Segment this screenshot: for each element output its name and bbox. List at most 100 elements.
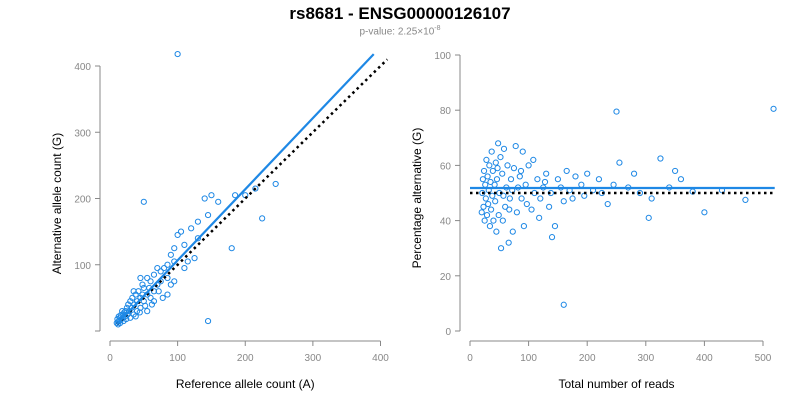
data-point [139, 281, 146, 288]
data-point [506, 206, 513, 213]
data-point [480, 167, 488, 175]
data-point [493, 176, 501, 183]
data-point [164, 261, 171, 268]
x-tick-label: 500 [755, 353, 772, 364]
x-tick-label: 200 [237, 353, 254, 364]
y-axis-title: Percentage alternative (G) [410, 128, 424, 269]
data-point [505, 239, 512, 246]
data-point [770, 105, 777, 112]
y-tick-label: 0 [445, 327, 451, 338]
data-point [523, 200, 530, 208]
data-point [497, 154, 504, 161]
data-point [548, 234, 556, 241]
data-point [672, 167, 679, 175]
data-point [604, 200, 611, 208]
data-point [140, 198, 147, 205]
data-point [114, 315, 121, 323]
data-point [500, 145, 508, 152]
data-point [657, 155, 664, 162]
data-point [522, 181, 529, 188]
data-point [148, 301, 156, 308]
data-point [483, 156, 490, 163]
data-point [486, 223, 494, 230]
data-point [194, 218, 202, 225]
data-point [144, 308, 151, 315]
data-point [487, 178, 494, 186]
data-point [154, 264, 161, 272]
data-point [483, 211, 491, 219]
x-axis-title: Total number of reads [558, 377, 674, 391]
x-tick-label: 400 [372, 353, 389, 364]
data-point [132, 313, 139, 320]
data-point [259, 215, 266, 222]
data-point [130, 288, 137, 295]
subtitle-text: p-value: 2.25×10 [359, 26, 435, 38]
data-point [191, 255, 198, 262]
data-point [157, 268, 164, 275]
data-point [272, 180, 279, 188]
data-point [142, 302, 149, 309]
data-point [204, 211, 212, 219]
data-point [569, 195, 576, 202]
y-tick-label: 200 [74, 195, 91, 206]
data-point [572, 173, 579, 180]
data-point [578, 181, 585, 188]
data-point [520, 223, 528, 230]
data-point [610, 181, 617, 188]
data-point [595, 176, 603, 183]
data-point [502, 203, 509, 210]
data-point [546, 203, 553, 210]
data-point [482, 195, 489, 202]
data-point [493, 228, 500, 235]
data-point [204, 317, 212, 325]
data-point [478, 209, 485, 216]
y-tick-label: 80 [440, 106, 452, 117]
data-point [489, 167, 496, 175]
data-point [516, 173, 523, 180]
chart-title: rs8681 - ENSG00000126107 [289, 4, 511, 23]
y-tick-label: 400 [74, 62, 91, 73]
data-point [181, 241, 188, 248]
subtitle-exponent: -8 [434, 25, 441, 32]
x-tick-label: 0 [107, 353, 113, 364]
data-point [490, 217, 497, 224]
data-point [232, 192, 239, 199]
x-tick-label: 300 [305, 353, 322, 364]
data-point [636, 189, 644, 197]
data-point [494, 165, 501, 172]
x-tick-label: 400 [696, 353, 713, 364]
data-point [480, 203, 487, 210]
reference-line [115, 58, 389, 326]
data-point [174, 231, 181, 239]
data-point [485, 200, 492, 208]
data-point [125, 301, 132, 308]
data-point [499, 170, 506, 177]
data-point [215, 198, 222, 205]
data-point [119, 308, 126, 315]
y-tick-label: 300 [74, 128, 91, 139]
data-point [495, 140, 502, 147]
data-point [519, 148, 526, 155]
data-point [530, 156, 537, 163]
x-tick-label: 200 [579, 353, 596, 364]
data-point [645, 214, 652, 221]
plot-panel-2: 0 100 200 300 400 500 0 20 40 60 80 100 Total number… [410, 51, 777, 391]
data-point [616, 159, 623, 166]
data-point [563, 167, 570, 175]
data-point [507, 176, 515, 183]
data-point [528, 206, 535, 213]
data-point [537, 195, 544, 202]
data-point [144, 274, 151, 282]
data-point [613, 108, 620, 115]
data-point [164, 291, 171, 298]
data-point [123, 304, 131, 311]
data-point [551, 223, 559, 230]
data-point [560, 301, 567, 308]
data-point [137, 274, 144, 282]
data-point [208, 192, 215, 199]
data-point [252, 185, 259, 192]
data-point [174, 50, 181, 58]
data-point [492, 198, 499, 205]
data-point [479, 176, 486, 183]
data-point [167, 281, 174, 288]
